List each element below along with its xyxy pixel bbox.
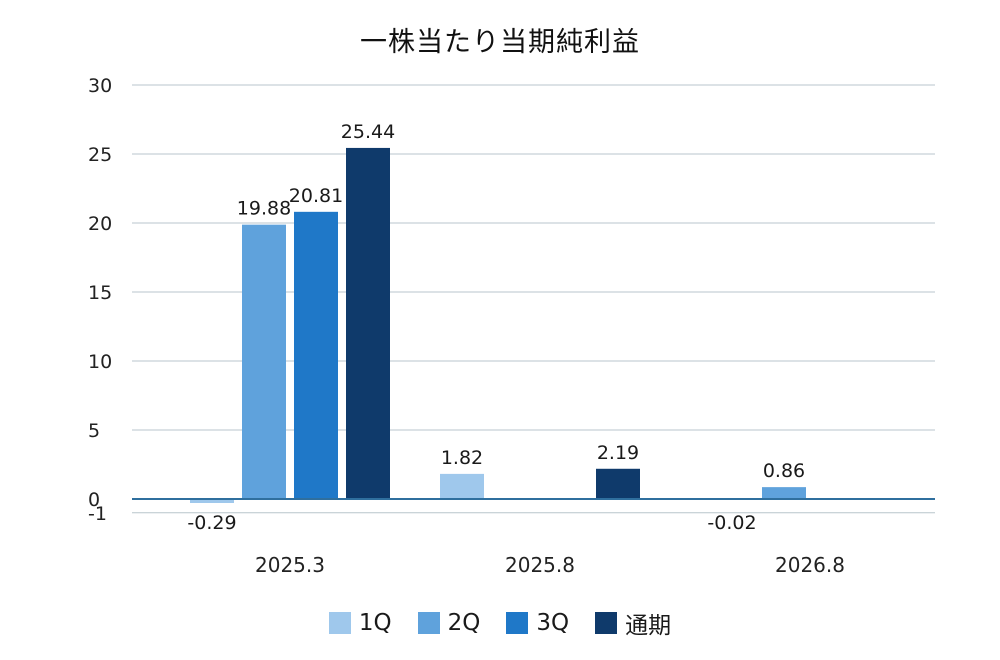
y-tick-label-2: 20: [88, 213, 112, 235]
data-label-通期-2025.3: 25.44: [341, 121, 395, 143]
y-tick-label-0: 30: [88, 75, 112, 97]
bar-通期-2025.3: [346, 147, 390, 500]
legend-item-0: 1Q: [328, 606, 392, 640]
data-label-3Q-2025.3: 20.81: [289, 185, 343, 207]
data-label-通期-2025.8: 2.19: [597, 442, 639, 464]
bar-1Q-2025.3: [190, 499, 234, 504]
chart-title: 一株当たり当期純利益: [360, 27, 640, 58]
x-category-label-2: 2026.8: [775, 553, 845, 577]
bar-2Q-2025.3: [242, 224, 286, 499]
y-tick-label-6: 0: [88, 489, 100, 511]
bar-2Q-2026.8: [762, 487, 806, 499]
bar-通期-2025.8: [596, 468, 640, 499]
data-label-2Q-2025.3: 19.88: [237, 198, 291, 220]
legend-label-1: 2Q: [447, 610, 481, 636]
bar-1Q-2025.8: [440, 473, 484, 499]
legend-label-2: 3Q: [536, 610, 570, 636]
chart-legend: 1Q 2Q 3Q 通期: [0, 606, 1000, 640]
x-category-label-1: 2025.8: [505, 553, 575, 577]
data-label-2Q-2026.8: 0.86: [763, 460, 805, 482]
legend-swatch-0: [328, 612, 351, 634]
y-tick-label-4: 10: [88, 351, 112, 373]
legend-label-0: 1Q: [358, 610, 392, 636]
legend-swatch-1: [417, 612, 440, 634]
y-tick-label-3: 15: [88, 282, 112, 304]
data-label-1Q-2025.3: -0.29: [187, 512, 236, 534]
x-category-label-0: 2025.3: [255, 553, 325, 577]
data-label-1Q-2025.8: 1.82: [441, 447, 483, 469]
legend-swatch-2: [506, 612, 529, 634]
legend-swatch-3: [595, 612, 618, 634]
legend-item-2: 3Q: [506, 606, 569, 640]
legend-label-3: 通期: [625, 613, 672, 639]
legend-item-3: 通期: [595, 606, 671, 640]
y-tick-label-5: 5: [88, 420, 100, 442]
y-tick-label-7: -1: [88, 503, 107, 525]
legend-item-1: 2Q: [417, 606, 481, 640]
bar-3Q-2025.3: [294, 211, 338, 499]
data-label-1Q-2026.8: -0.02: [707, 512, 756, 534]
y-tick-label-1: 25: [88, 144, 112, 166]
